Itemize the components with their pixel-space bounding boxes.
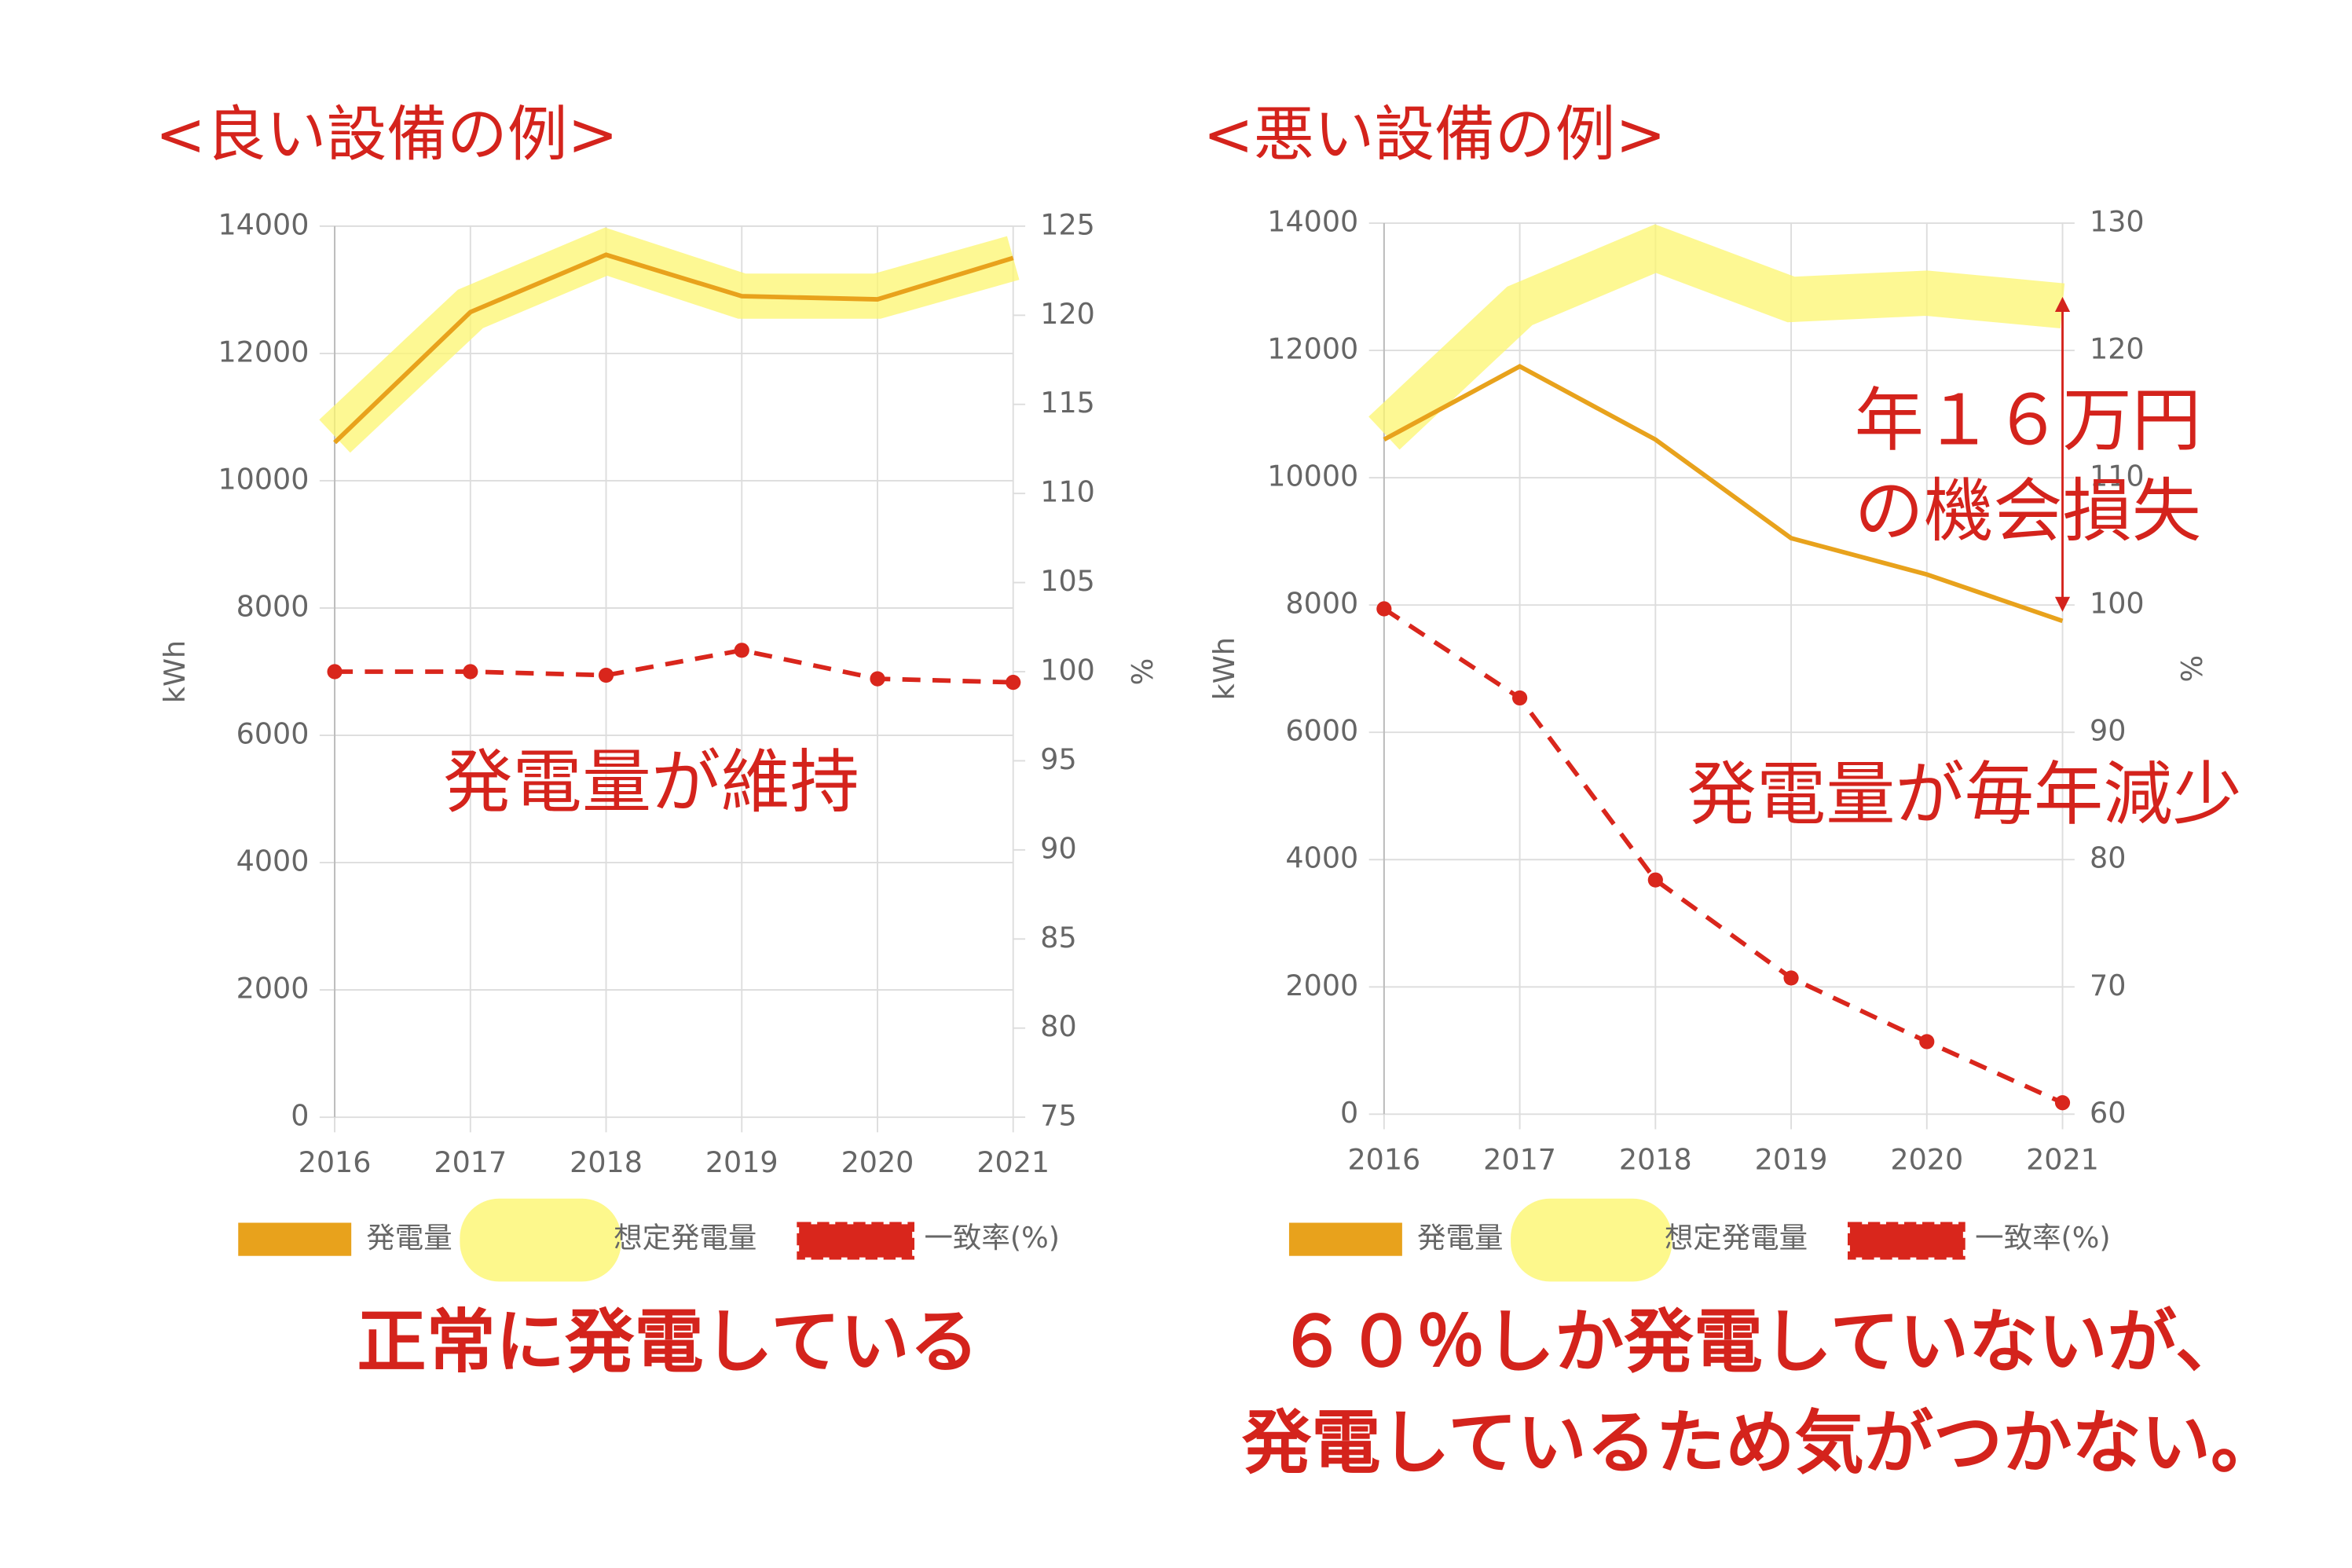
y2-tick-label: 60 — [2090, 1096, 2126, 1130]
y2-tick-label: 100 — [2090, 587, 2145, 621]
legend-label: 発電量 — [1417, 1221, 1503, 1255]
x-tick-label: 2016 — [299, 1145, 372, 1179]
legend-swatch — [1288, 1222, 1402, 1256]
x-tick-label: 2021 — [976, 1145, 1050, 1179]
y-tick-label: 12000 — [1267, 332, 1358, 366]
y2-tick-label: 90 — [2090, 714, 2126, 748]
data-point — [1647, 872, 1663, 888]
legend-label: 一致率(%) — [1975, 1221, 2110, 1255]
caption: ６０％しか発電していないが、 — [1277, 1301, 2244, 1382]
y-tick-label: 10000 — [1267, 460, 1358, 493]
arrow-head — [2054, 596, 2071, 612]
y-tick-label: 4000 — [236, 844, 310, 878]
series-line — [1383, 364, 2064, 624]
chart-title: <悪い設備の例> — [1203, 101, 1666, 170]
x-tick-label: 2019 — [705, 1145, 779, 1179]
y2-tick-label: 70 — [2090, 969, 2126, 1002]
legend-swatch — [460, 1198, 621, 1282]
y2-tick-label: 75 — [1040, 1099, 1076, 1133]
y-tick-label: 14000 — [218, 207, 309, 241]
y-tick-label: 12000 — [218, 335, 309, 368]
legend-label: 想定発電量 — [1665, 1221, 1808, 1255]
data-point — [327, 664, 343, 680]
data-point — [734, 643, 749, 658]
legend-swatch — [797, 1222, 915, 1260]
x-tick-label: 2018 — [570, 1145, 643, 1179]
y2-axis-label: % — [2175, 655, 2209, 683]
y2-tick-label: 125 — [1040, 207, 1095, 241]
y-tick-label: 6000 — [236, 717, 310, 751]
y2-tick-label: 110 — [1040, 475, 1095, 509]
y-tick-label: 0 — [291, 1099, 309, 1133]
caption: 正常に発電している — [357, 1301, 979, 1382]
annotation: 発電量が維持 — [443, 742, 859, 822]
y2-tick-label: 100 — [1040, 654, 1095, 687]
arrow-head — [2054, 296, 2071, 313]
legend-label: 想定発電量 — [614, 1221, 757, 1255]
series-line — [335, 647, 1013, 685]
caption: 発電しているため気がつかない。 — [1242, 1402, 2280, 1483]
series-line — [1368, 224, 2065, 450]
y2-tick-label: 80 — [1040, 1009, 1076, 1043]
y2-tick-label: 130 — [2090, 205, 2145, 239]
x-tick-label: 2021 — [2026, 1142, 2099, 1176]
x-tick-label: 2020 — [841, 1145, 914, 1179]
y2-tick-label: 105 — [1040, 564, 1095, 598]
y2-tick-label: 110 — [2090, 460, 2145, 493]
y2-axis-label: % — [1126, 658, 1160, 686]
legend-label: 発電量 — [366, 1221, 452, 1255]
y2-tick-label: 90 — [1040, 831, 1076, 865]
y-tick-label: 8000 — [1285, 587, 1358, 621]
annotation: 発電量が毎年減少 — [1687, 754, 2242, 835]
y2-tick-label: 120 — [1040, 297, 1095, 331]
x-tick-label: 2017 — [1483, 1142, 1556, 1176]
series-line — [333, 252, 1014, 445]
y-tick-label: 8000 — [236, 589, 310, 623]
legend-swatch — [1848, 1222, 1965, 1260]
x-tick-label: 2020 — [1890, 1142, 1963, 1176]
y2-tick-label: 85 — [1040, 921, 1076, 954]
data-point — [870, 671, 885, 687]
data-point — [1511, 690, 1528, 706]
data-point — [1376, 601, 1392, 617]
data-point — [463, 664, 478, 680]
y2-tick-label: 80 — [2090, 841, 2126, 875]
y2-tick-label: 115 — [1040, 386, 1095, 419]
data-point — [598, 667, 614, 683]
x-tick-label: 2018 — [1619, 1142, 1692, 1176]
data-point — [2054, 1095, 2071, 1111]
y-tick-label: 2000 — [1285, 969, 1358, 1002]
y-axis-label: kWh — [1207, 637, 1241, 700]
y-tick-label: 6000 — [1285, 714, 1358, 748]
legend-swatch — [1511, 1198, 1672, 1282]
y-axis-label: kWh — [158, 640, 192, 703]
x-tick-label: 2019 — [1755, 1142, 1828, 1176]
chart-title: <良い設備の例> — [156, 101, 618, 170]
data-point — [1006, 675, 1021, 691]
y2-tick-label: 95 — [1040, 742, 1076, 776]
annotation: 年１６万円 — [1855, 380, 2201, 461]
data-point — [1783, 970, 1799, 986]
y-tick-label: 0 — [1340, 1096, 1358, 1130]
legend-swatch — [238, 1222, 352, 1256]
y-tick-label: 2000 — [236, 972, 310, 1006]
series-line — [1383, 606, 2064, 1105]
data-point — [1919, 1034, 1935, 1050]
legend-label: 一致率(%) — [924, 1221, 1059, 1255]
y-tick-label: 4000 — [1285, 841, 1358, 875]
x-tick-label: 2016 — [1347, 1142, 1420, 1176]
y-tick-label: 10000 — [218, 462, 309, 496]
y-tick-label: 14000 — [1267, 205, 1358, 239]
annotation: の機会損失 — [1855, 471, 2201, 551]
y2-tick-label: 120 — [2090, 332, 2145, 366]
x-tick-label: 2017 — [434, 1145, 507, 1179]
